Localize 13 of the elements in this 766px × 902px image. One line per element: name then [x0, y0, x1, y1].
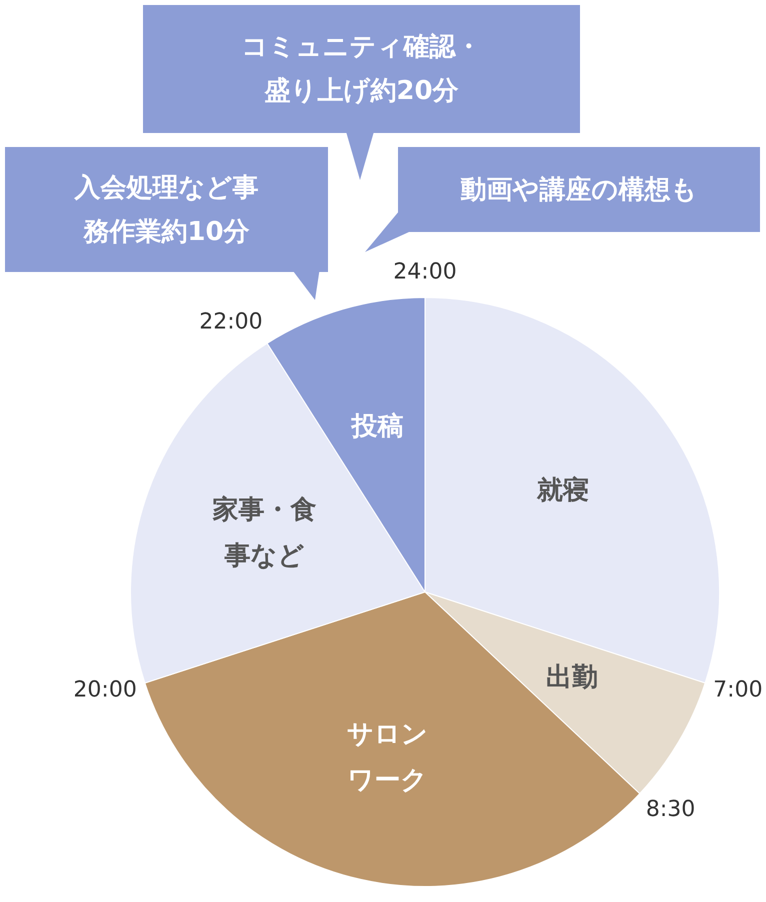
text: 8:30	[646, 797, 696, 822]
text: 20:00	[73, 677, 137, 702]
slice-label: 就寝	[536, 475, 590, 506]
text: 24:00	[393, 260, 457, 285]
slice-label: 家事・食事など	[211, 494, 316, 571]
text: 7:00	[713, 677, 763, 702]
text: 入会処理など事務作業約10分	[73, 172, 260, 248]
text: 22:00	[199, 309, 263, 334]
text: コミュニティ確認・盛り上げ約20分	[240, 31, 482, 108]
text: 動画や講座の構想も	[460, 174, 698, 206]
slice-label: 出勤	[546, 662, 598, 693]
slice-label: サロンワーク	[347, 719, 428, 796]
slice-label: 投稿	[350, 412, 404, 442]
